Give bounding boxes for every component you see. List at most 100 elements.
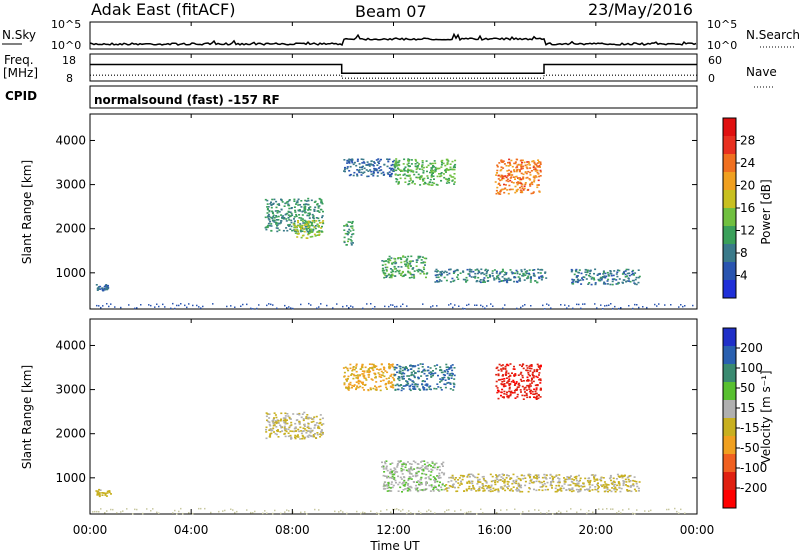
echo-cell (513, 276, 516, 279)
echo-cell (509, 188, 512, 191)
echo-cell (432, 476, 435, 478)
echo-cell (537, 179, 540, 182)
echo-cell (290, 437, 293, 440)
echo-cell (379, 166, 382, 168)
echo-cell (348, 162, 351, 164)
scatter-cell (674, 507, 676, 510)
echo-cell (513, 375, 516, 377)
echo-cell (462, 278, 465, 281)
echo-cell (453, 383, 456, 386)
echo-cell (383, 483, 386, 485)
echo-cell (508, 161, 511, 164)
echo-cell (393, 472, 396, 474)
echo-cell (309, 427, 312, 430)
echo-cell (265, 426, 268, 429)
echo-cell (366, 175, 369, 178)
echo-cell (494, 483, 497, 486)
scatter-cell (596, 307, 598, 309)
echo-cell (587, 481, 590, 484)
echo-cell (461, 478, 464, 481)
scatter-cell (202, 305, 204, 308)
echo-cell (313, 221, 316, 224)
scatter-cell (334, 510, 336, 513)
echo-cell (421, 161, 424, 164)
echo-cell (437, 374, 439, 377)
echo-cell (514, 185, 517, 188)
scatter-cell (96, 510, 98, 513)
echo-cell (625, 481, 628, 483)
echo-cell (453, 165, 456, 167)
scatter-cell (346, 305, 348, 307)
echo-cell (408, 271, 411, 274)
echo-cell (482, 475, 485, 478)
echo-cell (525, 172, 528, 175)
echo-cell (604, 272, 607, 275)
echo-cell (391, 486, 394, 489)
echo-cell (415, 160, 417, 162)
echo-cell (433, 182, 436, 185)
echo-cell (495, 174, 498, 176)
echo-cell (512, 473, 515, 476)
echo-cell (385, 382, 387, 385)
echo-cell (511, 165, 514, 168)
scatter-cell (654, 303, 656, 306)
echo-cell (390, 382, 393, 384)
y-tick-label: 3000 (55, 383, 86, 397)
echo-cell (626, 275, 629, 277)
echo-cell (518, 364, 521, 366)
echo-cell (537, 272, 540, 274)
echo-cell (266, 212, 269, 214)
echo-cell (347, 232, 350, 234)
echo-cell (628, 489, 631, 492)
scatter-cell (176, 304, 178, 307)
echo-cell (413, 481, 416, 483)
scatter-cell (406, 512, 408, 515)
echo-cell (398, 181, 400, 183)
echo-cell (383, 375, 386, 378)
echo-cell (365, 169, 368, 171)
echo-cell (425, 482, 427, 484)
echo-cell (320, 199, 323, 201)
scatter-cell (196, 304, 198, 307)
scatter-cell (180, 507, 182, 510)
echo-cell (497, 379, 500, 381)
echo-cell (441, 377, 444, 379)
echo-cell (441, 482, 444, 485)
scatter-cell (432, 305, 434, 307)
echo-cell (290, 215, 293, 217)
echo-cell (284, 429, 287, 432)
echo-cell (419, 389, 422, 391)
scatter-cell (448, 304, 450, 306)
echo-cell (423, 368, 426, 371)
colorbar-swatch (723, 328, 736, 346)
echo-cell (392, 484, 395, 487)
scatter-cell (262, 512, 264, 515)
scatter-cell (490, 303, 492, 305)
echo-cell (575, 268, 578, 271)
echo-cell (605, 275, 608, 278)
echo-cell (310, 421, 313, 423)
scatter-cell (402, 508, 404, 511)
echo-cell (390, 257, 393, 259)
scatter-cell (264, 510, 266, 512)
echo-cell (522, 275, 525, 277)
echo-cell (385, 386, 388, 389)
echo-cell (387, 160, 390, 163)
echo-cell (622, 480, 625, 482)
scatter-cell (658, 303, 660, 305)
scatter-cell (250, 307, 252, 310)
echo-cell (317, 225, 320, 228)
echo-cell (273, 424, 276, 426)
echo-cell (293, 430, 296, 433)
echo-cell (453, 181, 456, 183)
echo-cell (503, 191, 506, 194)
echo-cell (318, 422, 321, 425)
echo-cell (495, 476, 498, 479)
scatter-cell (174, 307, 176, 310)
echo-cell (551, 478, 554, 480)
echo-cell (418, 168, 421, 170)
echo-cell (515, 166, 518, 169)
echo-cell (348, 174, 351, 177)
echo-cell (525, 364, 528, 367)
